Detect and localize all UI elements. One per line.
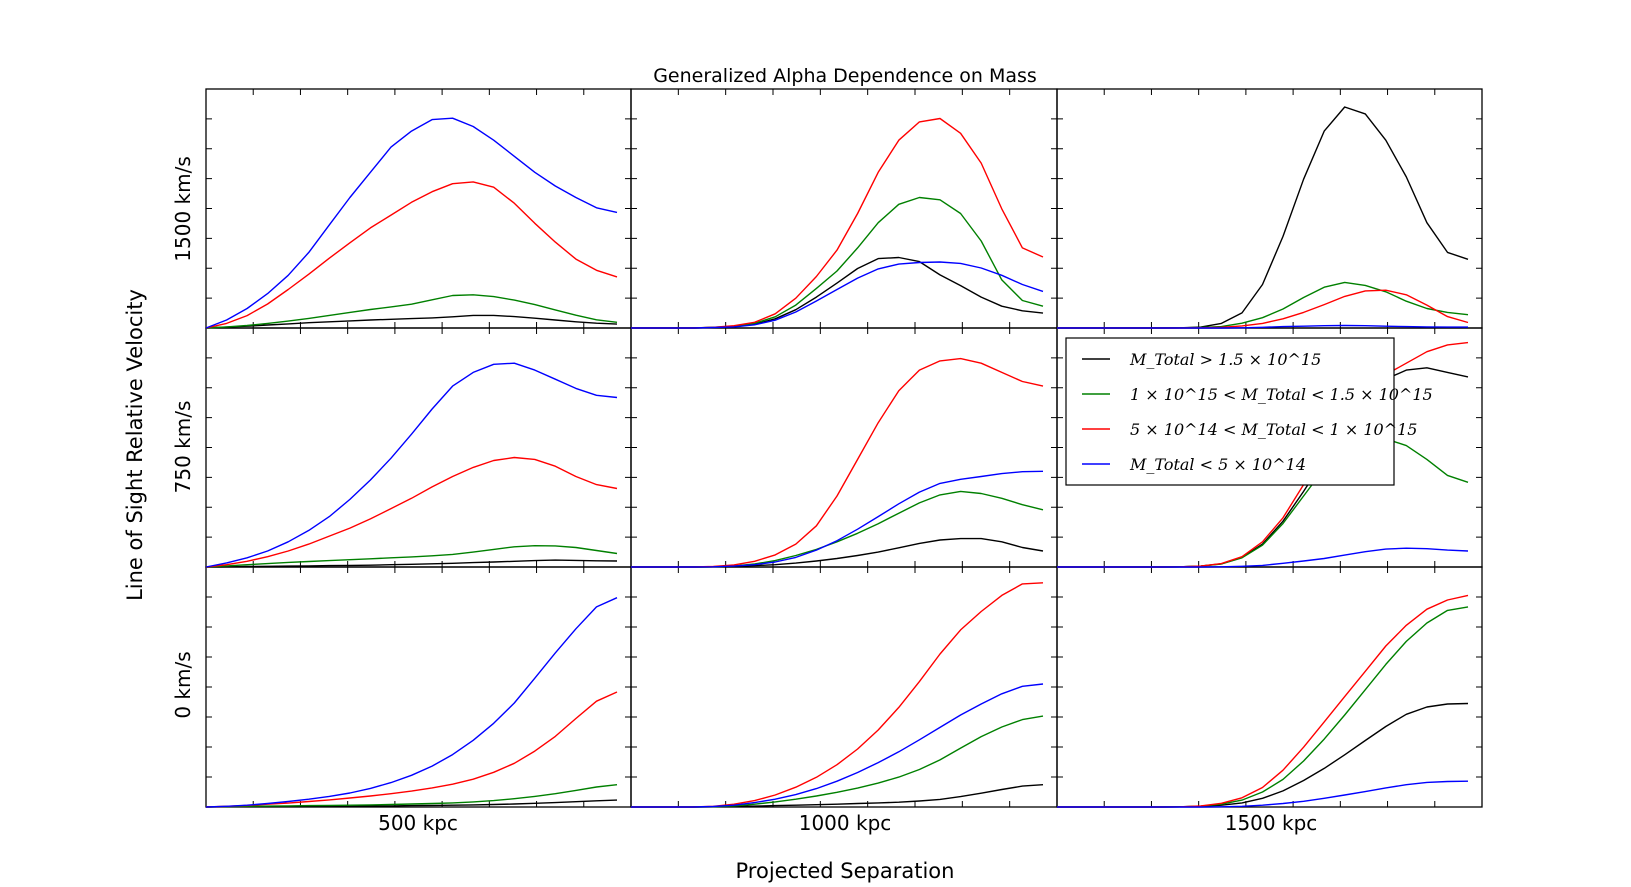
legend: M_Total > 1.5 × 10^15 1 × 10^15 < M_Tota… <box>1065 337 1433 486</box>
column-label-1000: 1000 kpc <box>799 811 892 835</box>
series-line-green-r0-c0 <box>205 294 618 329</box>
series-line-blue-r2-c0 <box>205 597 618 808</box>
row-label-750: 750 km/s <box>171 401 195 494</box>
legend-box <box>1065 337 1395 486</box>
series-line-red-r1-c0 <box>205 456 618 568</box>
column-label-500: 500 kpc <box>378 811 458 835</box>
x-axis-label: Projected Separation <box>736 859 955 883</box>
series-line-blue-r0-c2 <box>1057 324 1468 329</box>
y-axis-label: Line of Sight Relative Velocity <box>123 289 147 601</box>
column-label-1500: 1500 kpc <box>1225 811 1318 835</box>
legend-label-green: 1 × 10^15 < M_Total < 1.5 × 10^15 <box>1130 385 1433 404</box>
series-line-green-r1-c0 <box>205 545 618 568</box>
series-line-blue-r1-c1 <box>631 470 1044 568</box>
panel-grid <box>205 88 1483 808</box>
series-line-green-r2-c0 <box>205 784 618 808</box>
legend-label-blue: M_Total < 5 × 10^14 <box>1129 455 1306 474</box>
chart-title: Generalized Alpha Dependence on Mass <box>653 65 1037 87</box>
series-line-black-r1-c0 <box>205 559 618 568</box>
series-line-blue-r0-c0 <box>205 117 618 329</box>
row-label-0: 0 km/s <box>171 651 195 718</box>
series-line-blue-r0-c1 <box>631 261 1044 329</box>
series-line-black-r0-c0 <box>205 314 618 329</box>
legend-label-red: 5 × 10^14 < M_Total < 1 × 10^15 <box>1130 420 1417 439</box>
series-line-red-r0-c0 <box>205 181 618 329</box>
series-line-blue-r2-c2 <box>1057 780 1469 808</box>
row-label-1500: 1500 km/s <box>171 156 195 261</box>
series-line-blue-r1-c0 <box>205 362 618 568</box>
series-line-blue-r1-c2 <box>1057 547 1469 568</box>
legend-label-black: M_Total > 1.5 × 10^15 <box>1129 350 1321 369</box>
series-line-red-r2-c0 <box>205 691 618 808</box>
series-line-blue-r2-c1 <box>631 683 1044 808</box>
